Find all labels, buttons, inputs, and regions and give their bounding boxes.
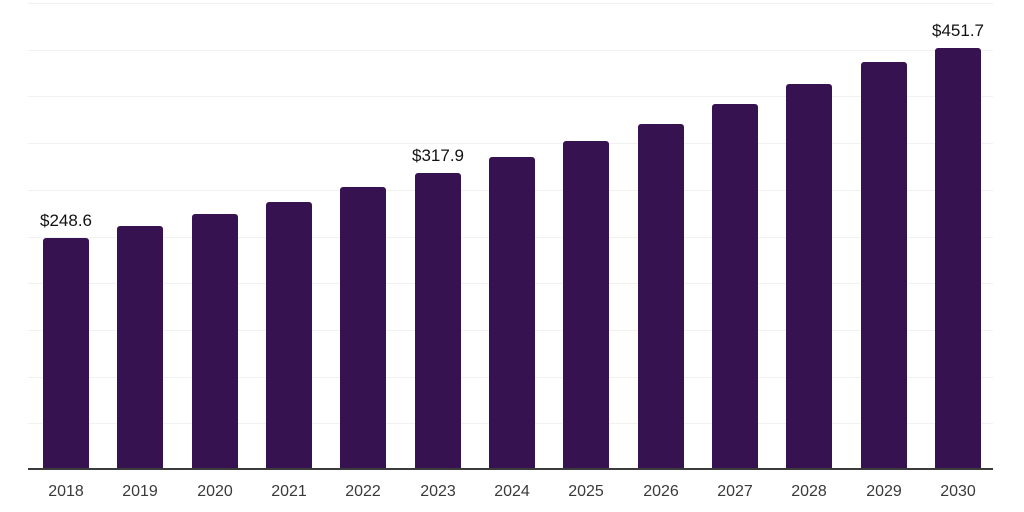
x-tick-label-2020: 2020: [197, 483, 233, 500]
bar-2020: [192, 214, 238, 469]
bar-value-label-2018: $248.6: [40, 211, 92, 230]
x-tick-label-2030: 2030: [940, 483, 976, 500]
x-tick-label-2018: 2018: [48, 483, 84, 500]
x-tick-label-2027: 2027: [717, 483, 753, 500]
bar-2018: [43, 238, 89, 469]
bar-2027: [712, 104, 758, 469]
bar-2019: [117, 226, 163, 469]
x-tick-label-2023: 2023: [420, 483, 456, 500]
bar-2025: [563, 141, 609, 469]
bar-2026: [638, 124, 684, 469]
bar-2021: [266, 202, 312, 469]
x-axis-line: [28, 468, 993, 470]
gridline-500: [28, 3, 993, 4]
bar-2023: [415, 173, 461, 469]
x-tick-label-2025: 2025: [568, 483, 604, 500]
gridline-450: [28, 50, 993, 51]
bar-2028: [786, 84, 832, 469]
x-tick-label-2028: 2028: [791, 483, 827, 500]
x-tick-label-2029: 2029: [866, 483, 902, 500]
x-tick-label-2021: 2021: [271, 483, 307, 500]
bar-2022: [340, 187, 386, 469]
x-tick-label-2019: 2019: [122, 483, 158, 500]
bar-2030: [935, 48, 981, 469]
gridline-400: [28, 96, 993, 97]
bar-value-label-2030: $451.7: [932, 21, 984, 40]
x-tick-label-2022: 2022: [345, 483, 381, 500]
x-tick-label-2026: 2026: [643, 483, 679, 500]
bar-value-label-2023: $317.9: [412, 146, 464, 165]
x-tick-label-2024: 2024: [494, 483, 530, 500]
gridline-350: [28, 143, 993, 144]
bar-2024: [489, 157, 535, 469]
bar-2029: [861, 62, 907, 469]
